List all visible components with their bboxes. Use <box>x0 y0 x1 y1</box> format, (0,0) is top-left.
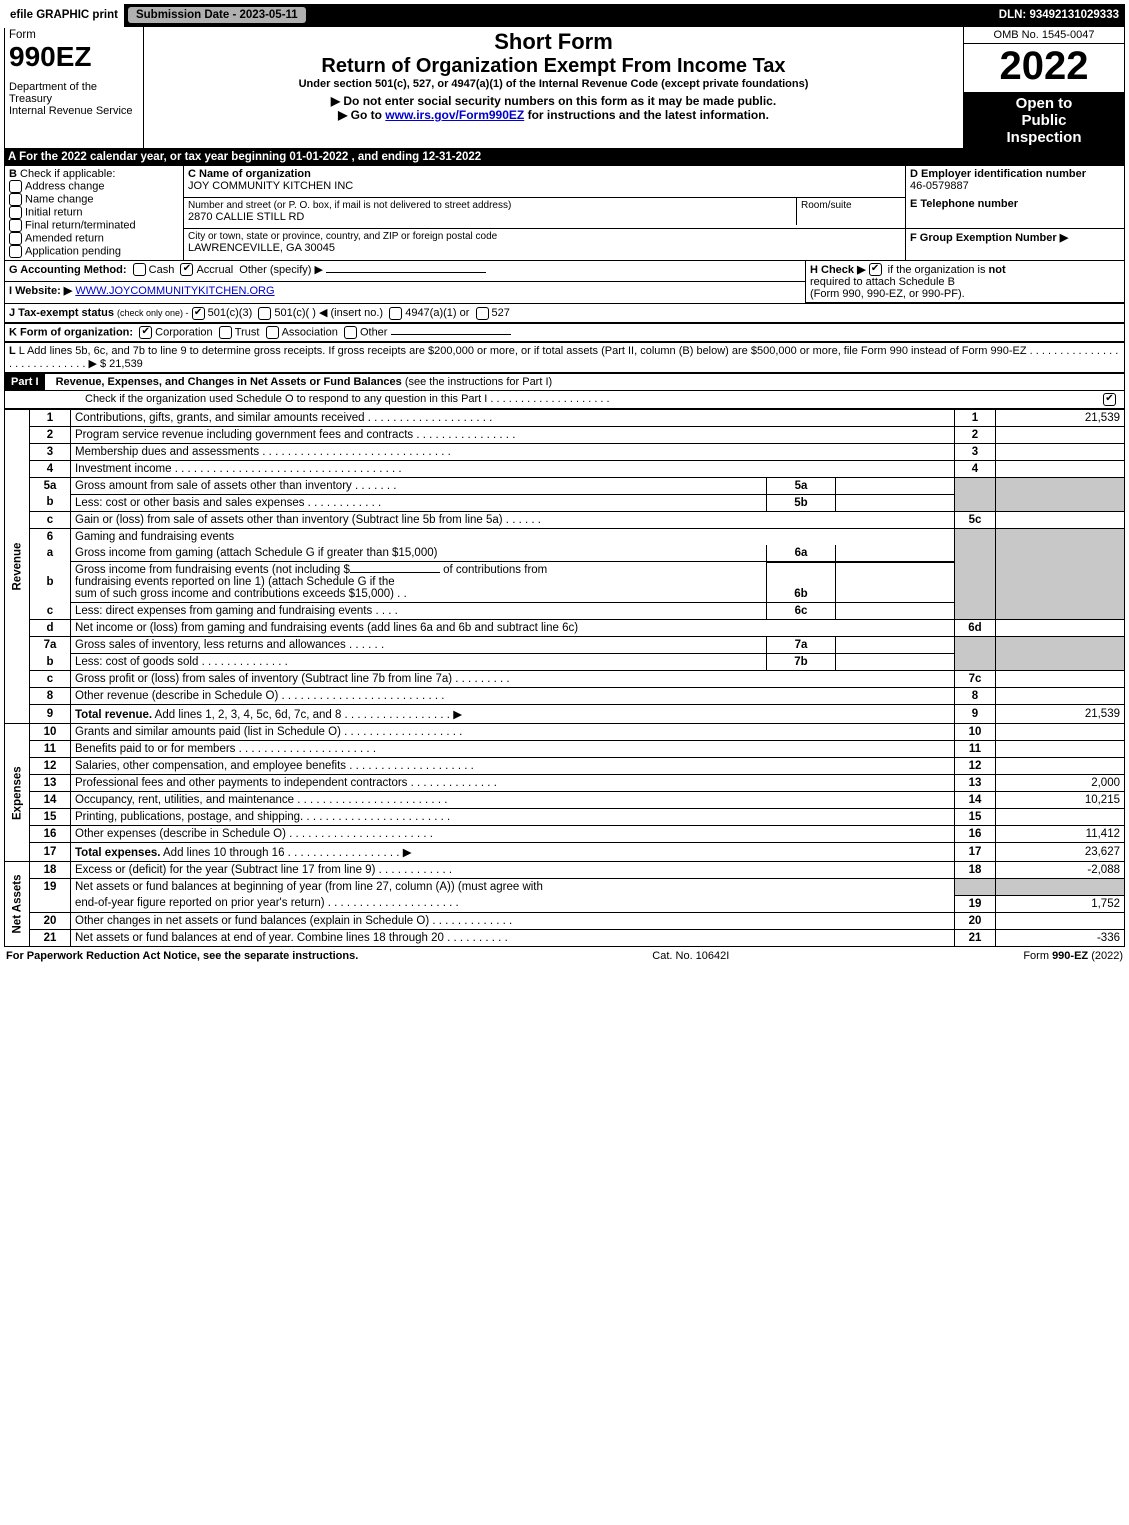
city-state-zip: LAWRENCEVILLE, GA 30045 <box>188 242 901 254</box>
revenue-side-label: Revenue <box>5 409 30 724</box>
chk-sched-b[interactable] <box>869 263 882 276</box>
return-title: Return of Organization Exempt From Incom… <box>148 55 959 78</box>
room-suite-label: Room/suite <box>801 200 901 211</box>
top-bar: efile GRAPHIC print Submission Date - 20… <box>4 4 1125 26</box>
chk-corporation[interactable] <box>139 326 152 339</box>
street-label: Number and street (or P. O. box, if mail… <box>188 200 792 211</box>
dept-treasury: Department of the Treasury <box>9 81 139 105</box>
chk-name-change[interactable]: Name change <box>9 193 179 206</box>
line-9-amount: 21,539 <box>996 705 1125 724</box>
part-1-table: Revenue 1 Contributions, gifts, grants, … <box>4 409 1125 947</box>
line-21-amount: -336 <box>996 929 1125 946</box>
chk-application-pending[interactable]: Application pending <box>9 245 179 258</box>
line-13-amount: 2,000 <box>996 775 1125 792</box>
footer-form-ref: Form 990-EZ (2022) <box>1023 950 1123 962</box>
chk-final-return[interactable]: Final return/terminated <box>9 219 179 232</box>
part-1-title: Revenue, Expenses, and Changes in Net As… <box>48 376 402 388</box>
line-1-amount: 21,539 <box>996 409 1125 426</box>
part-1-check-note: Check if the organization used Schedule … <box>85 393 610 405</box>
chk-amended-return[interactable]: Amended return <box>9 232 179 245</box>
line-k-label: K Form of organization: <box>9 326 133 338</box>
line-i-label: I Website: ▶ <box>9 285 72 297</box>
line-18-amount: -2,088 <box>996 862 1125 879</box>
box-f-label: F Group Exemption Number ▶ <box>910 231 1120 244</box>
form-number: 990EZ <box>9 41 139 73</box>
box-h: H Check ▶ if the organization is not <box>810 263 1120 277</box>
dept-irs: Internal Revenue Service <box>9 105 139 117</box>
omb-number: OMB No. 1545-0047 <box>964 27 1124 44</box>
footer-paperwork: For Paperwork Reduction Act Notice, see … <box>6 950 358 962</box>
city-label: City or town, state or province, country… <box>188 231 901 242</box>
irs-link[interactable]: www.irs.gov/Form990EZ <box>385 108 524 122</box>
under-section: Under section 501(c), 527, or 4947(a)(1)… <box>148 78 959 90</box>
ein: 46-0579887 <box>910 180 1120 192</box>
line-17-amount: 23,627 <box>996 843 1125 862</box>
chk-501c[interactable] <box>258 307 271 320</box>
efile-print-label[interactable]: efile GRAPHIC print <box>4 2 124 28</box>
entity-info-table: B Check if applicable: Address change Na… <box>4 165 1125 261</box>
line-16-amount: 11,412 <box>996 826 1125 843</box>
box-b-heading: B Check if applicable: <box>9 168 179 180</box>
chk-accrual[interactable] <box>180 263 193 276</box>
section-a-tax-year: A For the 2022 calendar year, or tax yea… <box>4 149 1125 165</box>
box-d-label: D Employer identification number <box>910 168 1120 180</box>
chk-other-org[interactable] <box>344 326 357 339</box>
no-ssn-note: ▶ Do not enter social security numbers o… <box>148 94 959 108</box>
short-form-title: Short Form <box>148 29 959 55</box>
page-footer: For Paperwork Reduction Act Notice, see … <box>4 947 1125 962</box>
chk-schedule-o-part1[interactable] <box>1103 393 1116 406</box>
org-name: JOY COMMUNITY KITCHEN INC <box>188 180 901 192</box>
gh-row: G Accounting Method: Cash Accrual Other … <box>4 261 1125 304</box>
chk-527[interactable] <box>476 307 489 320</box>
chk-cash[interactable] <box>133 263 146 276</box>
chk-association[interactable] <box>266 326 279 339</box>
tax-year: 2022 <box>964 44 1124 89</box>
part-1-label: Part I <box>5 374 45 390</box>
chk-address-change[interactable]: Address change <box>9 180 179 193</box>
goto-note: ▶ Go to www.irs.gov/Form990EZ for instru… <box>148 108 959 122</box>
form-header: Form 990EZ Department of the Treasury In… <box>4 26 1125 149</box>
line-j-label: J Tax-exempt status <box>9 307 114 319</box>
line-g-label: G Accounting Method: <box>9 264 127 276</box>
box-e-label: E Telephone number <box>910 198 1120 210</box>
submission-date-badge: Submission Date - 2023-05-11 <box>128 7 306 23</box>
line-l: L L Add lines 5b, 6c, and 7b to line 9 t… <box>5 342 1125 372</box>
box-c-label: C Name of organization <box>188 168 901 180</box>
line-1-desc: Contributions, gifts, grants, and simila… <box>71 409 955 426</box>
open-to-public-box: Open to Public Inspection <box>964 92 1125 148</box>
expenses-side-label: Expenses <box>5 724 30 862</box>
line-19-amount: 1,752 <box>996 895 1125 912</box>
footer-catalog: Cat. No. 10642I <box>652 950 729 962</box>
line-14-amount: 10,215 <box>996 792 1125 809</box>
street-address: 2870 CALLIE STILL RD <box>188 211 792 223</box>
form-word: Form <box>9 29 139 41</box>
net-assets-side-label: Net Assets <box>5 862 30 947</box>
chk-4947[interactable] <box>389 307 402 320</box>
website-link[interactable]: WWW.JOYCOMMUNITYKITCHEN.ORG <box>75 285 274 297</box>
chk-501c3[interactable] <box>192 307 205 320</box>
chk-trust[interactable] <box>219 326 232 339</box>
dln-label: DLN: 93492131029333 <box>999 9 1119 21</box>
chk-initial-return[interactable]: Initial return <box>9 206 179 219</box>
